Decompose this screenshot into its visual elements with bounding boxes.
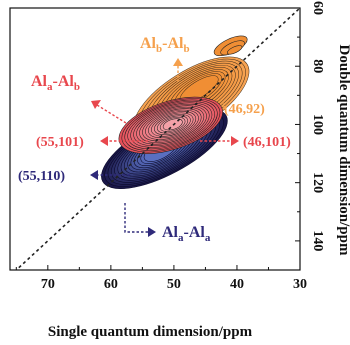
point-55-110-arrow-head xyxy=(90,170,98,180)
label-ala-ala: Ala-Ala xyxy=(162,224,211,244)
label-alb-alb: Alb-Alb xyxy=(140,35,190,55)
plot-area xyxy=(9,7,301,271)
y-tick-label: 60 xyxy=(310,1,325,15)
ala-alb-arrow-head xyxy=(91,100,101,109)
label-point-55-101: (55,101) xyxy=(36,135,84,150)
y-tick-label: 140 xyxy=(310,230,325,251)
x-axis-title: Single quantum dimension/ppm xyxy=(48,324,253,340)
label-point-46-92: (46,92) xyxy=(224,102,265,117)
x-tick-label: 30 xyxy=(293,277,307,292)
y-tick-label: 120 xyxy=(310,172,325,193)
x-tick-label: 50 xyxy=(167,277,181,292)
ala-alb-arrow xyxy=(96,104,127,124)
label-point-46-101: (46,101) xyxy=(243,135,291,150)
x-tick-label: 40 xyxy=(230,277,244,292)
x-tick-label: 60 xyxy=(104,277,118,292)
alb-alb-contour xyxy=(226,45,243,55)
y-tick-label: 80 xyxy=(310,59,325,73)
ala-ala-arrow-head xyxy=(148,227,156,237)
annotation-arrows xyxy=(90,58,239,237)
x-axis-ticks: 70 60 50 40 30 xyxy=(15,265,307,292)
ala-alb-contour xyxy=(162,118,183,131)
x-tick-label: 70 xyxy=(41,277,55,292)
y-axis-ticks: 60 80 100 120 140 xyxy=(295,1,325,271)
y-axis-title: Double quantum dimension/ppm xyxy=(336,45,350,256)
alb-alb-arrow-head xyxy=(173,58,183,66)
point-46-101-arrow-head xyxy=(231,136,239,146)
y-tick-label: 100 xyxy=(310,114,325,135)
label-point-55-110: (55,110) xyxy=(18,169,65,184)
label-ala-alb: Ala-Alb xyxy=(31,73,80,93)
ala-ala-arrow xyxy=(124,203,148,233)
contour-group xyxy=(101,35,250,189)
point-55-101-arrow-head xyxy=(100,136,108,146)
